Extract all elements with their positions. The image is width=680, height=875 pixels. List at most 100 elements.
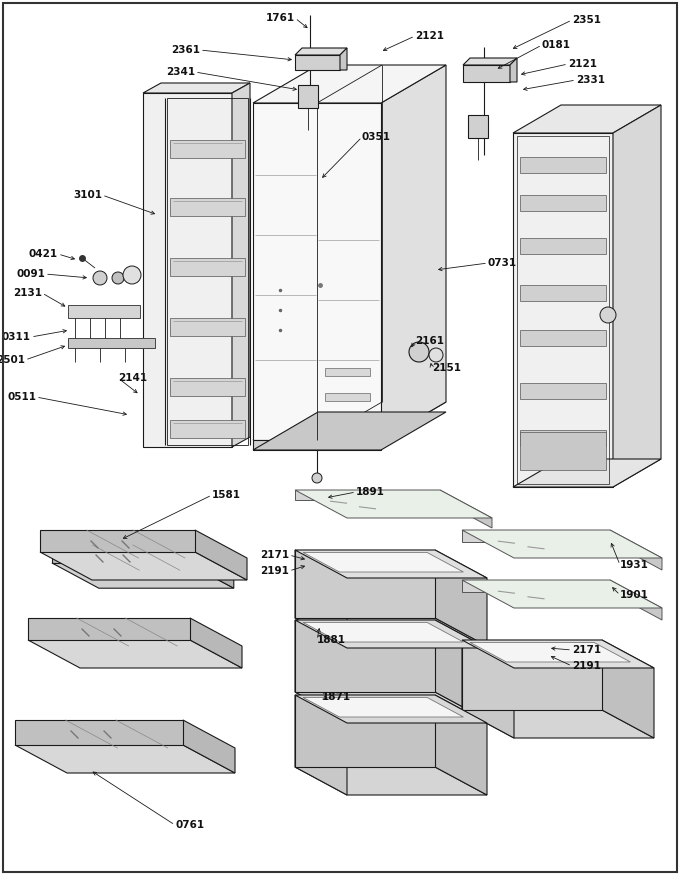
Polygon shape [610,530,662,570]
Text: 1581: 1581 [212,490,241,500]
Polygon shape [295,48,347,55]
Polygon shape [40,552,247,580]
Text: 1901: 1901 [620,590,649,600]
Text: 2191: 2191 [572,661,601,671]
Polygon shape [520,238,606,254]
Polygon shape [520,432,606,470]
Circle shape [93,271,107,285]
Text: 2121: 2121 [415,31,444,41]
Text: 2141: 2141 [118,373,147,383]
Polygon shape [462,640,602,710]
Text: 2151: 2151 [432,363,461,373]
Polygon shape [520,430,606,446]
Polygon shape [170,258,245,276]
Polygon shape [295,767,487,795]
Polygon shape [520,330,606,346]
Polygon shape [170,318,245,336]
Polygon shape [183,720,235,773]
Text: 1881: 1881 [317,635,346,645]
Polygon shape [325,368,370,376]
Text: 2501: 2501 [0,355,25,365]
Polygon shape [462,710,654,738]
Text: 1871: 1871 [322,692,351,702]
Polygon shape [295,695,487,723]
Polygon shape [520,195,606,211]
Polygon shape [295,55,340,70]
Circle shape [123,266,141,284]
Polygon shape [520,157,606,173]
Polygon shape [295,695,347,795]
Polygon shape [510,58,517,82]
Polygon shape [295,550,435,618]
Polygon shape [462,530,610,542]
Polygon shape [253,402,446,440]
Polygon shape [15,720,183,745]
Polygon shape [513,459,661,487]
Text: 2131: 2131 [13,288,42,298]
Polygon shape [463,65,510,82]
Text: 1891: 1891 [356,487,385,497]
Text: 2121: 2121 [568,59,597,69]
Text: 0311: 0311 [2,332,31,342]
Polygon shape [325,393,370,401]
Polygon shape [170,420,245,438]
Polygon shape [435,695,487,795]
Polygon shape [195,530,247,580]
Polygon shape [468,115,488,138]
Polygon shape [295,692,487,720]
Polygon shape [435,620,487,720]
Text: 2361: 2361 [171,45,200,55]
Text: 1761: 1761 [266,13,295,23]
Circle shape [112,272,124,284]
Polygon shape [143,93,232,447]
Polygon shape [440,490,492,528]
Polygon shape [470,642,630,662]
Polygon shape [462,530,662,558]
Polygon shape [340,48,347,70]
Text: 2171: 2171 [260,550,289,560]
Text: 0731: 0731 [488,258,517,268]
Polygon shape [28,618,190,640]
Polygon shape [170,378,245,396]
Polygon shape [295,620,347,720]
Polygon shape [190,618,242,668]
Polygon shape [295,490,492,518]
Polygon shape [303,697,463,717]
Polygon shape [613,105,661,487]
Polygon shape [520,383,606,399]
Polygon shape [295,490,440,500]
Polygon shape [253,103,381,440]
Polygon shape [52,545,187,563]
Text: 2191: 2191 [260,566,289,576]
Polygon shape [232,83,250,447]
Polygon shape [462,640,654,668]
Text: 2161: 2161 [415,336,444,346]
Polygon shape [170,198,245,216]
Polygon shape [68,305,140,318]
Polygon shape [381,65,446,440]
Polygon shape [298,85,318,108]
Polygon shape [520,285,606,301]
Polygon shape [295,618,487,646]
Polygon shape [68,338,155,348]
Polygon shape [462,580,662,608]
Circle shape [600,307,616,323]
Polygon shape [295,620,487,648]
Text: 2341: 2341 [166,67,195,77]
Polygon shape [610,580,662,620]
Text: 0091: 0091 [16,269,45,279]
Polygon shape [435,550,487,646]
Circle shape [312,473,322,483]
Polygon shape [170,140,245,158]
Text: 0351: 0351 [362,132,391,142]
Text: 0511: 0511 [7,392,36,402]
Polygon shape [28,640,242,668]
Polygon shape [15,745,235,773]
Polygon shape [513,105,661,133]
Polygon shape [52,563,234,588]
Text: 2351: 2351 [572,15,601,25]
Text: 1931: 1931 [620,560,649,570]
Text: 3101: 3101 [73,190,102,200]
Polygon shape [187,545,234,588]
Polygon shape [295,550,487,578]
